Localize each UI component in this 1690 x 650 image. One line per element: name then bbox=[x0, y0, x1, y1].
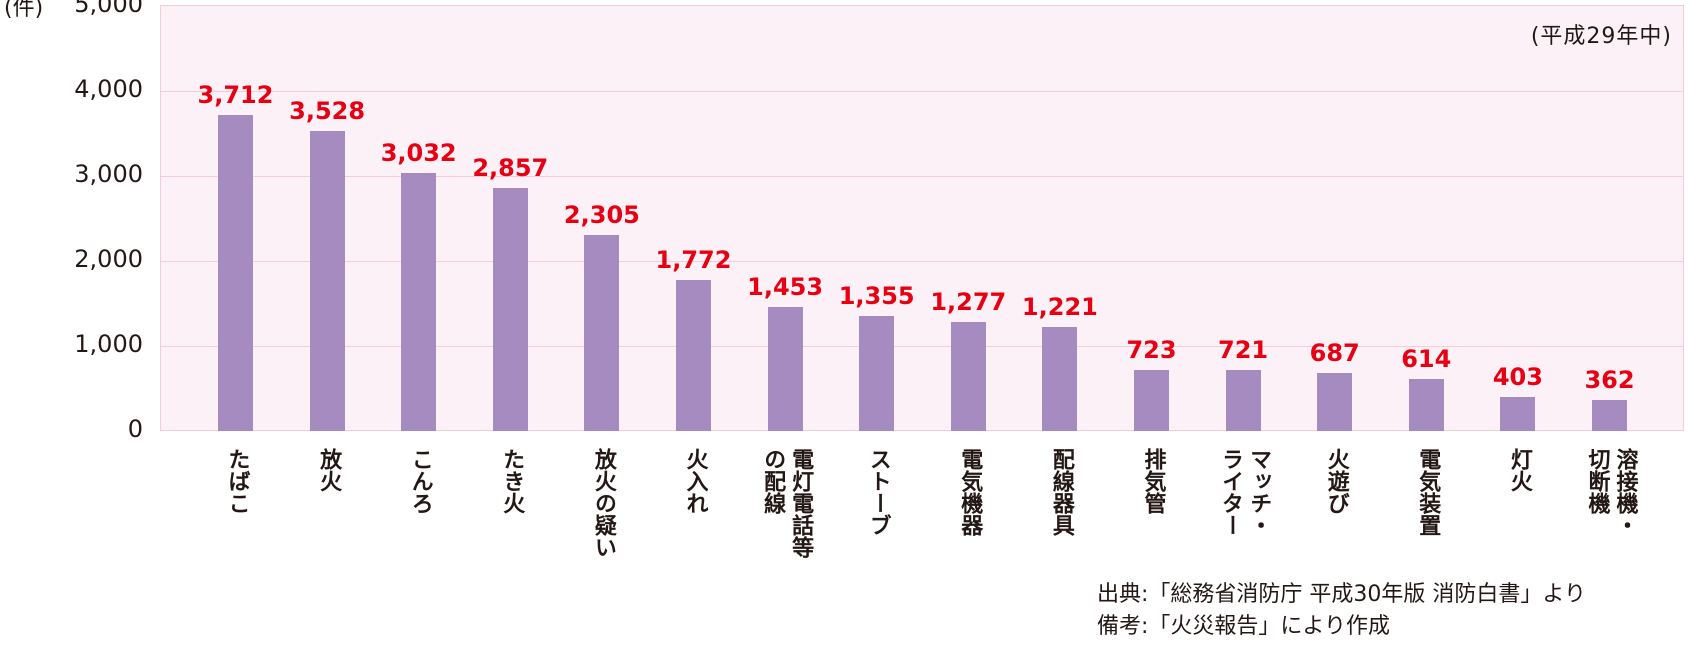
bar bbox=[676, 280, 711, 431]
value-label: 362 bbox=[1584, 366, 1635, 395]
x-category-label: こんろ bbox=[407, 448, 433, 514]
x-category-label: ライター bbox=[1218, 448, 1244, 536]
bar bbox=[859, 315, 895, 431]
gridline bbox=[160, 91, 1684, 92]
value-label: 1,221 bbox=[1021, 293, 1098, 322]
bar bbox=[401, 173, 437, 431]
value-label: 2,857 bbox=[472, 154, 549, 183]
y-tick-label: 4,000 bbox=[74, 75, 143, 103]
gridline bbox=[160, 261, 1684, 262]
value-label: 1,772 bbox=[655, 246, 732, 275]
bar bbox=[1408, 378, 1444, 431]
x-category-label: 放火の疑い bbox=[590, 448, 616, 558]
x-category-label: 放火 bbox=[316, 448, 342, 492]
bar bbox=[1225, 369, 1261, 431]
bar bbox=[767, 307, 803, 431]
x-category-label: 電灯電話等 bbox=[788, 448, 814, 558]
value-label: 3,712 bbox=[197, 81, 274, 110]
x-category-label: 火遊び bbox=[1323, 448, 1349, 514]
bar bbox=[1042, 327, 1078, 431]
x-category-label: 電気機器 bbox=[957, 448, 983, 536]
x-category-label: 切断機 bbox=[1584, 448, 1610, 514]
y-tick-label: 0 bbox=[127, 415, 143, 443]
period-annotation: (平成29年中) bbox=[1530, 24, 1672, 49]
gridline bbox=[160, 346, 1684, 347]
y-tick-label: 5,000 bbox=[74, 0, 143, 18]
source-note: 出典:「総務省消防庁 平成30年版 消防白書」より bbox=[1097, 582, 1586, 607]
value-label: 403 bbox=[1492, 362, 1543, 391]
x-category-label: マッチ・ bbox=[1246, 448, 1272, 536]
value-label: 687 bbox=[1309, 338, 1360, 367]
bar bbox=[1134, 369, 1169, 431]
x-category-label: 火入れ bbox=[682, 448, 708, 514]
y-tick-label: 1,000 bbox=[74, 330, 143, 358]
gridline bbox=[160, 176, 1684, 177]
y-axis-unit: (件) bbox=[4, 0, 44, 21]
x-category-label: たき火 bbox=[499, 448, 525, 514]
x-category-label: たばこ bbox=[224, 448, 250, 514]
x-category-label: ストーブ bbox=[865, 448, 891, 536]
value-label: 723 bbox=[1126, 335, 1177, 364]
x-category-label: 灯火 bbox=[1506, 448, 1532, 492]
value-label: 1,453 bbox=[747, 273, 824, 302]
value-label: 3,032 bbox=[380, 139, 457, 168]
bar bbox=[950, 322, 986, 431]
bar bbox=[1500, 396, 1536, 431]
value-label: 614 bbox=[1401, 344, 1452, 373]
bar bbox=[1592, 400, 1627, 431]
x-category-label: 電気装置 bbox=[1415, 448, 1441, 536]
bar bbox=[218, 115, 253, 431]
bar bbox=[1317, 372, 1353, 431]
value-label: 3,528 bbox=[289, 97, 366, 126]
y-tick-label: 2,000 bbox=[74, 245, 143, 273]
x-category-label: の配線 bbox=[760, 448, 786, 514]
y-tick-label: 3,000 bbox=[74, 160, 143, 188]
x-category-label: 排気管 bbox=[1140, 448, 1166, 514]
remarks-note: 備考:「火災報告」により作成 bbox=[1097, 614, 1390, 639]
bar bbox=[584, 235, 620, 431]
value-label: 2,305 bbox=[563, 201, 640, 230]
value-label: 1,355 bbox=[838, 281, 915, 310]
value-label: 1,277 bbox=[930, 288, 1007, 317]
x-category-label: 配線器具 bbox=[1048, 448, 1074, 536]
value-label: 721 bbox=[1218, 335, 1269, 364]
bar bbox=[309, 131, 345, 431]
bar bbox=[492, 188, 528, 431]
x-category-label: 溶接機・ bbox=[1612, 448, 1638, 536]
